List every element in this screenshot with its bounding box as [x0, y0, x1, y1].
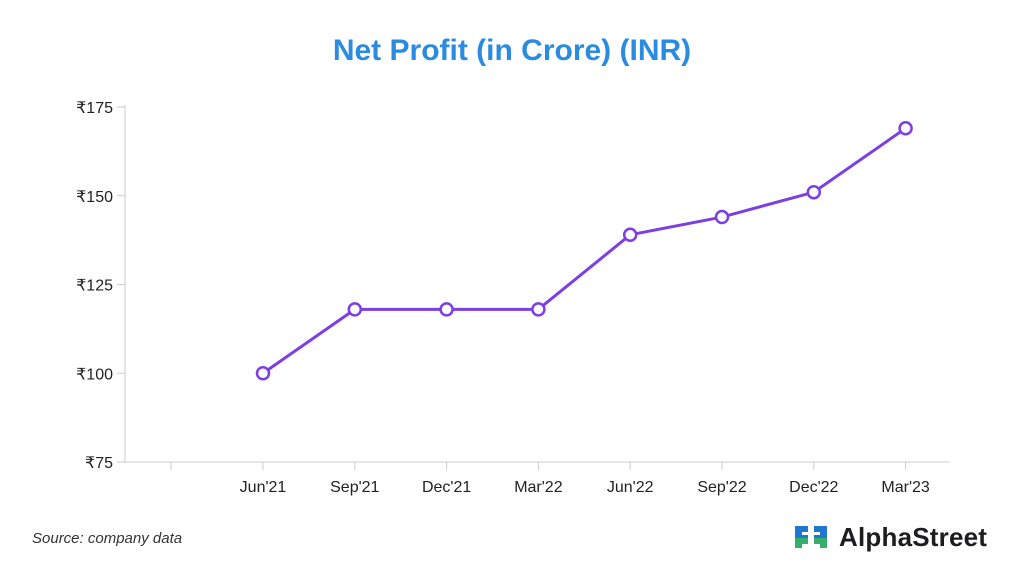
- data-point: [806, 184, 822, 200]
- x-tick-label: Mar'22: [514, 479, 563, 496]
- y-tick-label: ₹175: [76, 100, 113, 117]
- brand-name: AlphaStreet: [839, 522, 988, 552]
- series-line: [262, 127, 907, 375]
- y-tick-label: ₹125: [76, 278, 113, 295]
- y-tick-label: ₹150: [76, 189, 113, 206]
- data-point: [898, 121, 913, 136]
- data-point: [531, 302, 546, 317]
- data-point: [347, 302, 363, 317]
- y-axis-ticks: ₹75 ₹100 ₹125 ₹150 ₹175: [76, 100, 125, 472]
- source-note: Source: company data: [32, 530, 183, 547]
- brand-logo[interactable]: AlphaStreet: [793, 522, 987, 553]
- series-group: [255, 121, 913, 381]
- y-tick-label: ₹100: [76, 366, 113, 383]
- data-point: [255, 366, 271, 381]
- x-tick-label: Jun'22: [607, 479, 654, 496]
- x-tick-label: Sep'22: [697, 479, 746, 496]
- x-axis-ticks: Jun'21 Sep'21 Dec'21 Mar'22 Jun'22 Sep'22 Dec'…: [170, 462, 930, 496]
- x-tick-label: Sep'21: [330, 479, 379, 496]
- data-point: [622, 227, 638, 243]
- x-tick-label: Dec'21: [422, 479, 471, 496]
- chart-title: Net Profit (in Crore) (INR): [332, 34, 692, 67]
- data-point: [439, 302, 454, 317]
- y-tick-label: ₹75: [85, 455, 113, 472]
- chart-axes: [124, 105, 950, 463]
- x-tick-label: Mar'23: [881, 479, 930, 496]
- data-point: [714, 209, 730, 225]
- x-tick-label: Jun'21: [240, 479, 287, 496]
- alphastreet-logo-icon: [795, 525, 827, 548]
- x-tick-label: Dec'22: [789, 479, 838, 496]
